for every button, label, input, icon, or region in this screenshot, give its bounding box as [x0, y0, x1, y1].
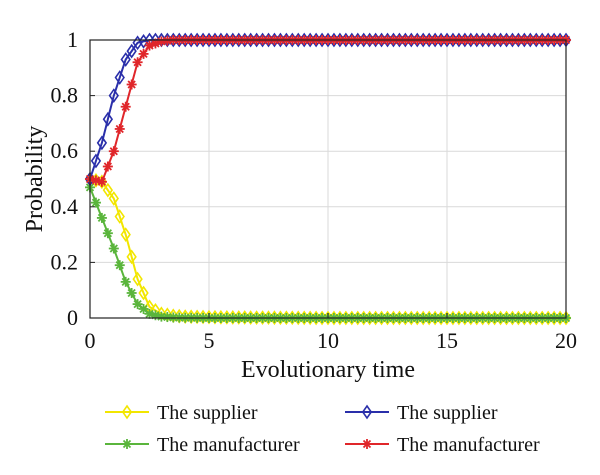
legend-label: The manufacturer [157, 434, 300, 456]
y-tick-label: 0.2 [51, 249, 79, 274]
data-point [102, 161, 113, 172]
y-tick-label: 0.8 [51, 83, 79, 108]
data-point [114, 70, 125, 85]
data-point [102, 111, 114, 127]
data-point [108, 146, 119, 157]
data-point [114, 123, 125, 134]
data-point [126, 249, 137, 265]
data-point [108, 191, 119, 206]
y-tick-label: 0.4 [51, 194, 79, 219]
data-point [96, 135, 108, 151]
data-point [132, 57, 143, 68]
grid [89, 39, 567, 319]
y-tick-label: 0 [67, 305, 78, 330]
data-point [120, 227, 131, 242]
x-tick-label: 15 [436, 328, 458, 353]
data-point [114, 209, 125, 224]
x-tick-label: 5 [204, 328, 215, 353]
y-axis-title: Probability [22, 126, 48, 233]
data-point [108, 243, 119, 254]
legend-item: The manufacturer [105, 434, 300, 456]
data-point [126, 79, 137, 90]
legend-marker [361, 404, 373, 420]
data-point [114, 260, 125, 271]
legend-marker [121, 404, 133, 420]
data-point [132, 271, 143, 287]
data-point [120, 276, 131, 287]
data-point [96, 176, 107, 187]
data-point [90, 153, 102, 169]
legend-label: The manufacturer [397, 434, 540, 456]
data-point [138, 48, 149, 59]
data-point [138, 285, 149, 301]
y-tick-label: 1 [67, 27, 78, 52]
data-point [102, 182, 114, 198]
legend: The supplier The manufacturer The supplier… [105, 402, 540, 456]
data-point [108, 88, 119, 103]
data-point [120, 101, 131, 112]
legend-label: The supplier [157, 402, 258, 424]
data-point [120, 52, 131, 67]
y-axis-ticks: 0 0.2 0.4 0.6 0.8 1 [51, 27, 95, 330]
data-point [102, 228, 113, 239]
data-point [96, 212, 107, 223]
legend-item: The supplier [345, 402, 498, 424]
x-axis-ticks: 0 5 10 15 20 [85, 313, 577, 353]
legend-marker [362, 439, 372, 449]
data-point [90, 197, 101, 208]
legend-item: The manufacturer [345, 434, 540, 456]
legend-label: The supplier [397, 402, 498, 424]
data-point [90, 175, 101, 186]
data-point [126, 287, 137, 298]
x-axis-title: Evolutionary time [241, 357, 415, 383]
legend-marker [122, 439, 132, 449]
data-point [126, 43, 137, 59]
y-tick-label: 0.6 [51, 138, 79, 163]
x-tick-label: 0 [85, 328, 96, 353]
legend-item: The supplier [105, 402, 258, 424]
x-tick-label: 10 [317, 328, 339, 353]
x-tick-label: 20 [555, 328, 577, 353]
